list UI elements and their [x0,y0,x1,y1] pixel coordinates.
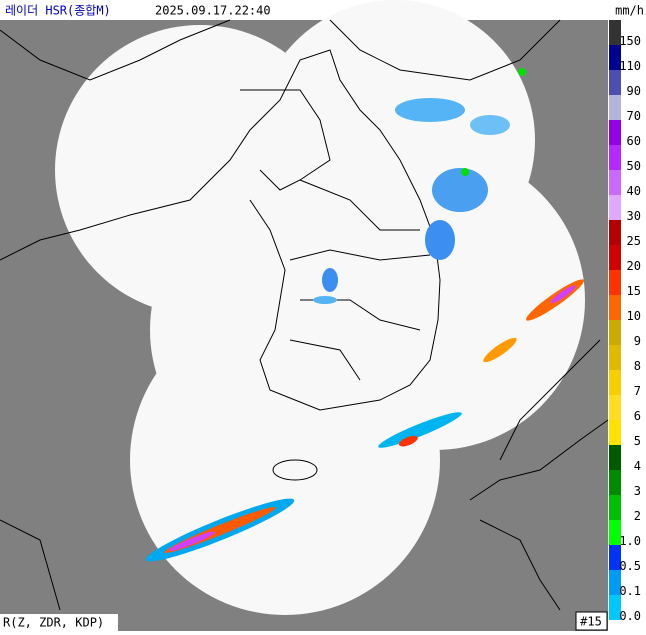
legend-swatch [609,370,621,395]
legend-label: 0.1 [619,584,641,598]
legend-swatch [609,420,621,445]
legend-label: 9 [634,334,641,348]
station: #15 [580,615,602,629]
legend-swatch [609,470,621,495]
legend-label: 0.5 [619,559,641,573]
legend-swatch [609,170,621,195]
legend-swatch [609,70,621,95]
method: R(Z, ZDR, KDP) [3,616,104,630]
legend-swatch [609,120,621,145]
legend-label: 30 [627,209,641,223]
legend-swatch [609,270,621,295]
title: 레이더 HSR(종합M) [5,4,111,18]
legend-label: 15 [627,284,641,298]
legend-swatch [609,445,621,470]
legend-label: 25 [627,234,641,248]
legend-swatch [609,95,621,120]
legend-label: 5 [634,434,641,448]
radar-coverage [55,0,585,615]
legend-swatch [609,545,621,570]
legend-label: 2 [634,509,641,523]
legend-swatch [609,245,621,270]
legend-label: 90 [627,84,641,98]
legend-swatch [609,570,621,595]
legend-label: 40 [627,184,641,198]
method-box [0,614,118,631]
legend-label: 1.0 [619,534,641,548]
legend-label: 4 [634,459,641,473]
legend-label: 70 [627,109,641,123]
timestamp: 2025.09.17.22:40 [155,4,271,18]
legend-label: 8 [634,359,641,373]
legend-swatch [609,495,621,520]
legend-swatch [609,295,621,320]
legend-swatch [609,345,621,370]
legend-swatch [609,145,621,170]
legend-label: 50 [627,159,641,173]
legend-label: 10 [627,309,641,323]
legend-swatch [609,520,621,545]
unit: mm/h [615,4,644,18]
legend-swatch [609,220,621,245]
legend-swatch [609,195,621,220]
legend-label: 3 [634,484,641,498]
legend-label: 60 [627,134,641,148]
legend-swatch [609,20,621,45]
legend-label: 20 [627,259,641,273]
legend-swatch [609,320,621,345]
legend-label: 150 [619,34,641,48]
legend-label: 7 [634,384,641,398]
legend-label: 0.0 [619,609,641,623]
legend-swatch [609,395,621,420]
legend-label: 6 [634,409,641,423]
precipitation [145,68,584,562]
legend-label: 110 [619,59,641,73]
legend-swatch [609,595,621,620]
legend-swatch [609,45,621,70]
station-box [575,611,608,631]
